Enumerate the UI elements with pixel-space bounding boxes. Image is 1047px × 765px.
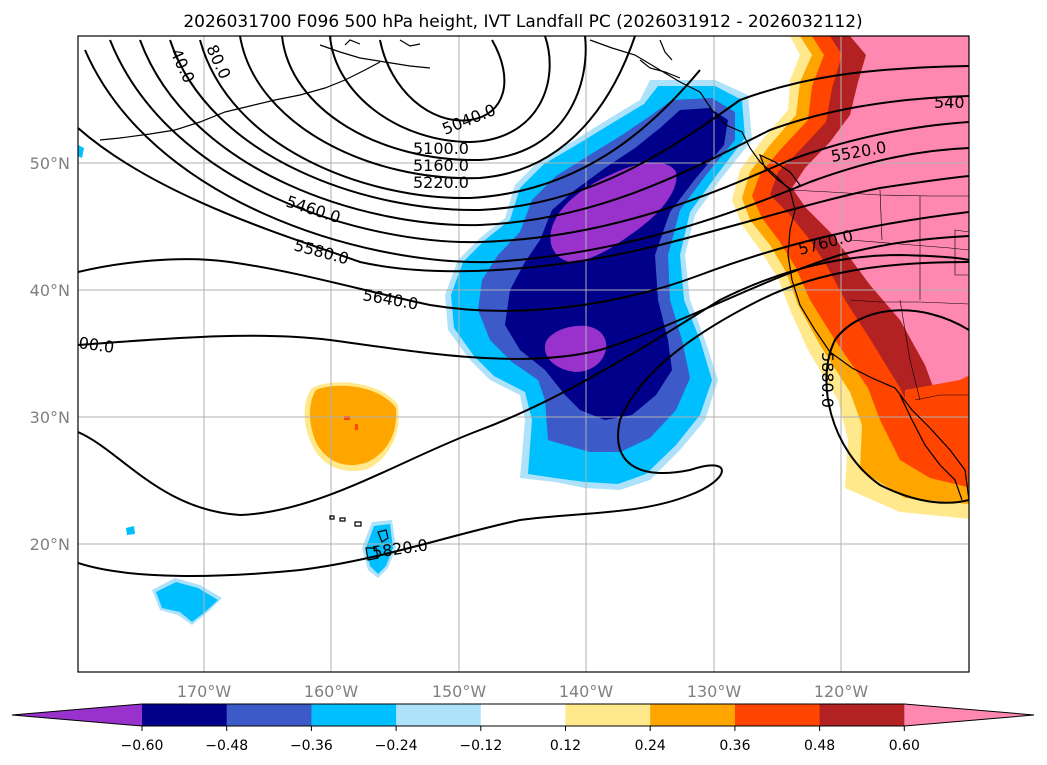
contour-label-540: 540 [934, 93, 965, 112]
colorbar-segment [650, 704, 736, 726]
shade-sky-edge [78, 145, 84, 158]
coast-north-america [589, 39, 969, 501]
map-panel: 5040.0 5100.0 5160.0 5220.0 5460.0 5580.… [77, 36, 969, 672]
colorbar-tick-label: −0.24 [375, 738, 418, 754]
colorbar-tick-label: 0.48 [804, 738, 835, 754]
contour-5400 [139, 39, 969, 227]
shade-purple-south [544, 325, 607, 372]
lat-label-30n: 30°N [30, 408, 70, 427]
lon-label-140w: 140°W [559, 682, 614, 701]
contour-5880 [825, 309, 969, 504]
colorbar-segment [142, 704, 228, 726]
shade-purple-north [550, 162, 677, 262]
colorbar-tick-label: 0.36 [719, 738, 750, 754]
colorbar-extend-min [12, 704, 142, 726]
colorbar-tick-label: −0.36 [290, 738, 333, 754]
contour-5100 [329, 36, 551, 144]
contour-5580 [78, 127, 969, 273]
map-frame [77, 35, 970, 673]
contour-label-left-edge: 00.0 [77, 333, 115, 357]
contour-label-5880: 5880.0 [818, 352, 837, 408]
contour-label-5100: 5100.0 [413, 139, 469, 158]
colorbar-segment [480, 704, 566, 726]
colorbar: −0.60 −0.48 −0.36 −0.24 −0.12 0.12 0.24 0.36 0.4… [11, 703, 1035, 754]
colorbar-tick-label: −0.12 [459, 738, 502, 754]
shade-sky-dot [126, 526, 135, 535]
colorbar-segment [819, 704, 905, 726]
coast-hawaii-2 [365, 547, 379, 561]
lon-label-130w: 130°W [687, 682, 742, 701]
latitude-labels: 50°N 40°N 30°N 20°N [30, 154, 70, 554]
colorbar-tick-label: 0.12 [550, 738, 581, 754]
coast-baja [899, 394, 963, 501]
shade-red-spot2 [355, 424, 358, 430]
coast-alaska-inlets [319, 39, 681, 79]
contour-label-5220: 5220.0 [413, 173, 469, 192]
colorbar-segment [311, 704, 397, 726]
lon-label-160w: 160°W [304, 682, 359, 701]
contour-5160 [281, 36, 587, 162]
contour-5460 [109, 39, 969, 244]
contour-5760 [78, 253, 969, 517]
shade-orange-island [310, 385, 397, 466]
colorbar-tick-label: −0.48 [205, 738, 248, 754]
lat-label-50n: 50°N [30, 154, 70, 173]
lat-label-20n: 20°N [30, 535, 70, 554]
shade-redorange-socal [905, 375, 969, 467]
contour-5040 [379, 39, 506, 122]
colorbar-segment [565, 704, 651, 726]
colorbar-segment [226, 704, 312, 726]
colorbar-tick-label: −0.60 [121, 738, 164, 754]
shade-sky-west [156, 582, 218, 622]
lon-label-170w: 170°W [177, 682, 232, 701]
contour-5340 [169, 39, 969, 212]
colorbar-extend-max [904, 704, 1034, 726]
coast-hawaii-3 [329, 515, 362, 527]
height-contours [78, 36, 969, 577]
shade-sky-hawaii [366, 524, 393, 574]
colorbar-segment [396, 704, 482, 726]
colorbar-tick-label: 0.24 [635, 738, 666, 754]
longitude-labels: 170°W 160°W 150°W 140°W 130°W 120°W [177, 682, 869, 701]
contour-5220 [239, 36, 636, 180]
contour-5520 [84, 49, 969, 264]
contour-5820 [78, 261, 969, 577]
contour-5280 [199, 39, 701, 200]
negative-ivt-shading [78, 80, 752, 625]
political-borders [789, 189, 969, 401]
figure-title: 2026031700 F096 500 hPa height, IVT Land… [183, 12, 862, 32]
contour-label-5160: 5160.0 [413, 156, 469, 175]
coast-hawaii-1 [377, 529, 389, 543]
contour-5640 [78, 211, 969, 312]
lon-label-150w: 150°W [432, 682, 487, 701]
gridlines [78, 36, 969, 672]
colorbar-segment [734, 704, 821, 726]
colorbar-tick-label: 0.60 [889, 738, 920, 754]
contour-5700 [78, 235, 969, 360]
lat-label-40n: 40°N [30, 281, 70, 300]
lon-label-120w: 120°W [814, 682, 869, 701]
